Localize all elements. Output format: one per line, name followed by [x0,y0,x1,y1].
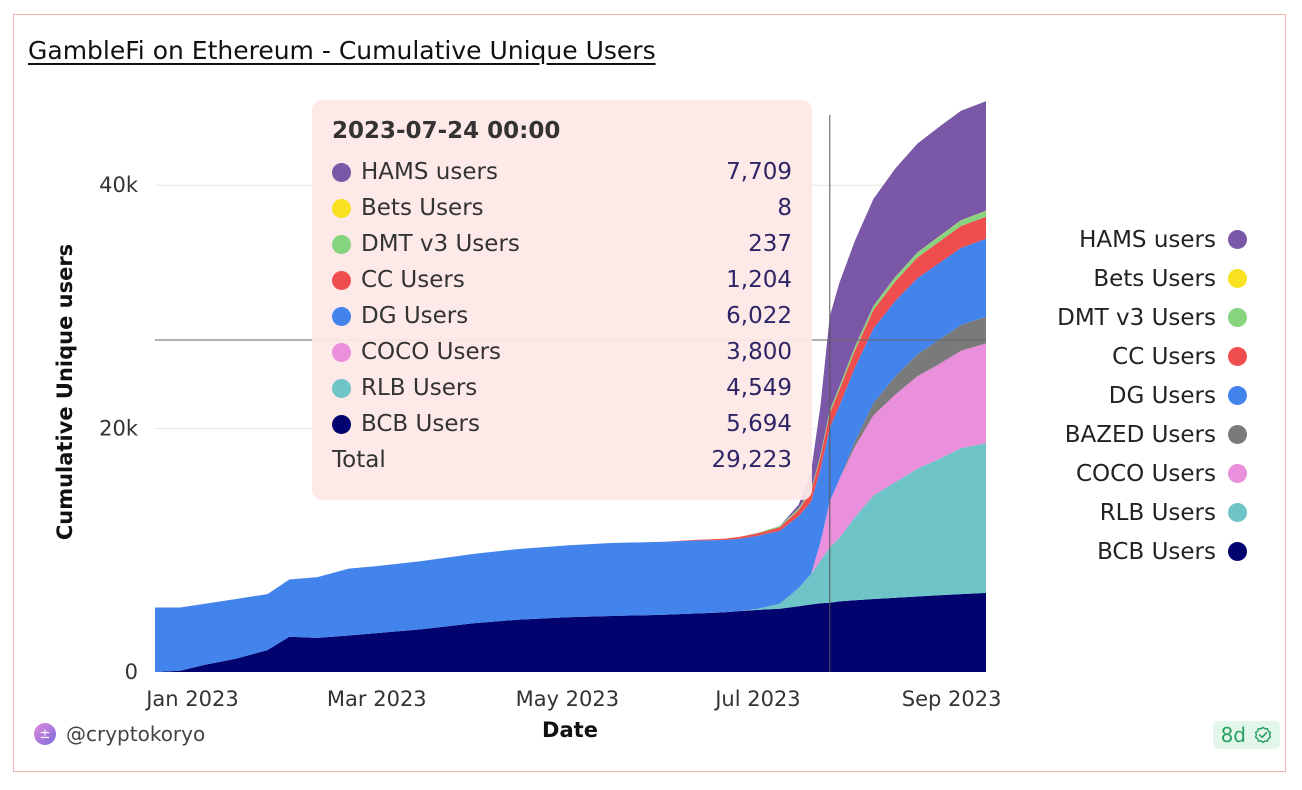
tooltip-row-value: 237 [748,231,792,257]
tooltip-row: BCB Users 5,694 [332,406,792,442]
x-tick-label: Mar 2023 [327,687,427,711]
tooltip-row-value: 6,022 [726,303,792,329]
series-color-icon [332,342,351,362]
legend-color-icon [1228,308,1247,327]
tooltip-row: CC Users 1,204 [332,262,792,298]
legend-color-icon [1228,230,1247,249]
tooltip-row-label: RLB Users [361,375,478,401]
legend-color-icon [1228,386,1247,405]
series-color-icon [332,162,351,182]
tooltip-row: RLB Users 4,549 [332,370,792,406]
tooltip-row: HAMS users 7,709 [332,154,792,190]
hover-tooltip: 2023-07-24 00:00 HAMS users 7,709 Bets Use… [312,100,812,500]
legend-item[interactable]: CC Users [987,337,1247,376]
legend-item[interactable]: COCO Users [987,454,1247,493]
legend-label: BCB Users [1097,538,1216,565]
tooltip-total-label: Total [332,447,386,473]
legend-color-icon [1228,347,1247,366]
legend-label: DG Users [1108,382,1216,409]
legend-label: BAZED Users [1064,421,1216,448]
legend-color-icon [1228,542,1247,561]
series-color-icon [332,306,351,326]
y-tick-label: 40k [99,173,139,197]
area-series-bcb-users[interactable] [155,592,986,672]
y-tick-label: 20k [99,417,139,441]
tooltip-row: DG Users 6,022 [332,298,792,334]
tooltip-row-label: COCO Users [361,339,502,365]
area-series-dg-users[interactable] [155,238,986,672]
author-tag[interactable]: ± @cryptokoryo [34,722,205,746]
avatar: ± [34,723,56,745]
x-tick-label: Sep 2023 [902,687,1002,711]
verified-check-icon [1254,726,1272,744]
tooltip-row-label: BCB Users [361,411,480,437]
legend-item[interactable]: DG Users [987,376,1247,415]
tooltip-row-value: 3,800 [726,339,792,365]
tooltip-row-label: Bets Users [361,195,484,221]
x-tick-label: Jul 2023 [713,687,800,711]
x-axis-label: Date [542,718,598,742]
legend-label: HAMS users [1079,226,1216,253]
legend-label: Bets Users [1093,265,1216,292]
tooltip-row-value: 7,709 [726,159,792,185]
legend-label: RLB Users [1099,499,1216,526]
tooltip-row-label: DG Users [361,303,469,329]
legend-color-icon [1228,269,1247,288]
y-tick-label: 0 [125,660,138,684]
tooltip-row-label: DMT v3 Users [361,231,520,257]
legend-item[interactable]: DMT v3 Users [987,298,1247,337]
legend-color-icon [1228,425,1247,444]
tooltip-row-value: 8 [777,195,792,221]
refresh-badge[interactable]: 8d [1212,721,1280,749]
x-tick-label: May 2023 [516,687,620,711]
tooltip-row: COCO Users 3,800 [332,334,792,370]
legend-item[interactable]: BCB Users [987,532,1247,571]
legend-label: CC Users [1112,343,1216,370]
series-color-icon [332,234,351,254]
legend-color-icon [1228,503,1247,522]
legend-color-icon [1228,464,1247,483]
x-tick-label: Jan 2023 [144,687,239,711]
series-color-icon [332,378,351,398]
tooltip-row-value: 4,549 [726,375,792,401]
tooltip-row-value: 1,204 [726,267,792,293]
legend-item[interactable]: HAMS users [987,220,1247,259]
legend-item[interactable]: Bets Users [987,259,1247,298]
chart-title[interactable]: GambleFi on Ethereum - Cumulative Unique… [28,36,656,65]
legend-item[interactable]: BAZED Users [987,415,1247,454]
tooltip-row-value: 5,694 [726,411,792,437]
tooltip-date: 2023-07-24 00:00 [332,118,561,144]
series-color-icon [332,198,351,218]
series-color-icon [332,270,351,290]
tooltip-total-row: Total 29,223 [332,442,792,478]
tooltip-row-label: CC Users [361,267,465,293]
tooltip-row-label: HAMS users [361,159,498,185]
y-axis-label: Cumulative Unique users [53,244,77,540]
badge-label: 8d [1220,723,1246,747]
series-color-icon [332,414,351,434]
tooltip-total-value: 29,223 [711,447,792,473]
tooltip-row: DMT v3 Users 237 [332,226,792,262]
chart-legend: HAMS users Bets Users DMT v3 Users CC Users… [987,220,1247,571]
legend-label: DMT v3 Users [1057,304,1216,331]
tooltip-row: Bets Users 8 [332,190,792,226]
author-handle: @cryptokoryo [66,722,206,746]
legend-item[interactable]: RLB Users [987,493,1247,532]
legend-label: COCO Users [1075,460,1216,487]
